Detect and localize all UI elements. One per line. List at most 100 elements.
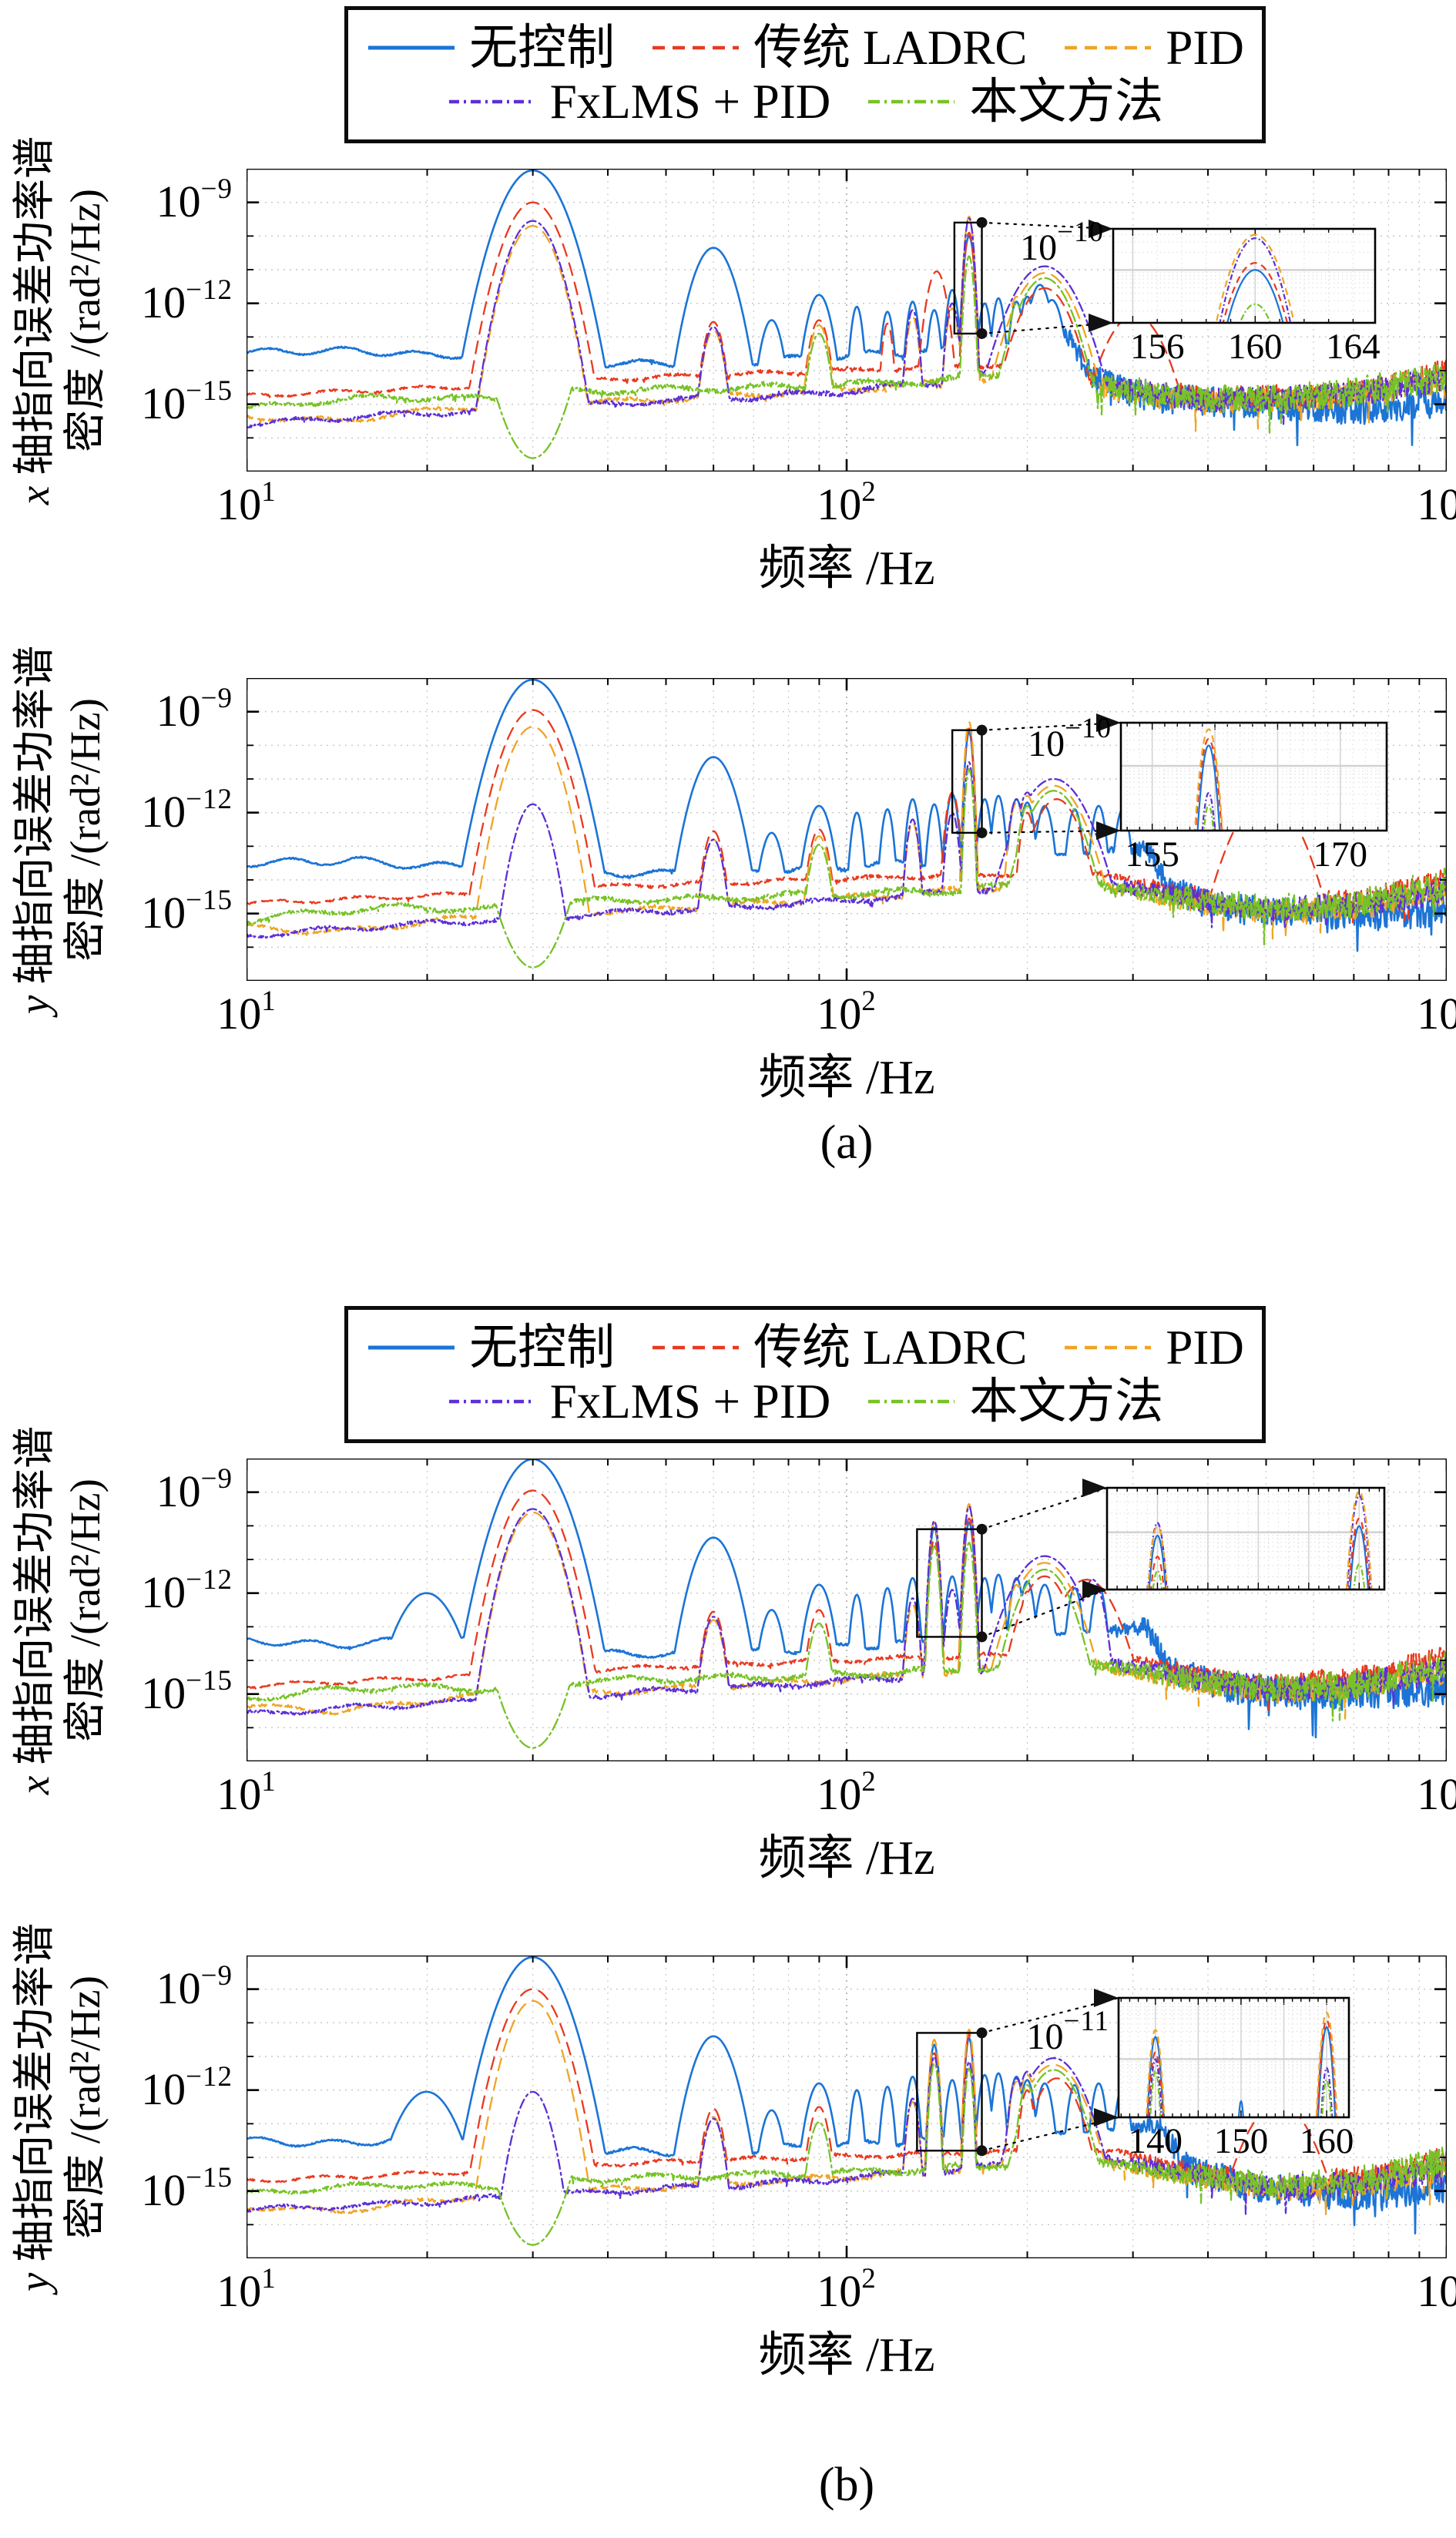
curves <box>247 169 1447 459</box>
series-green <box>247 2062 1447 2246</box>
caption-b: (b) <box>818 2459 875 2511</box>
series-green <box>247 767 1447 969</box>
panel-b-y: 10−9 10−12 10−15 101 102 103 140 150 160 10−11 频率 … <box>0 1922 1456 2433</box>
zoom-connectors <box>976 217 1115 339</box>
x-tick-label-1e3: 103 <box>1417 1769 1456 1819</box>
legend-line-sample-purple <box>448 99 535 104</box>
legend-label-red: 传统 LADRC <box>753 20 1028 75</box>
x-tick-label-1e1: 101 <box>216 1766 277 1819</box>
x-tick-label-1e2: 102 <box>817 2263 877 2316</box>
inset-curves <box>1215 233 1296 323</box>
y-tick-label-1e-12: 10−12 <box>141 783 233 837</box>
inset-series-red <box>1222 262 1289 323</box>
x-axis-label: 频率 /Hz <box>758 542 935 595</box>
y-tick-label-1e-12: 10−12 <box>141 1563 233 1617</box>
zoom-source-box <box>916 1528 983 1638</box>
inset-border <box>1117 1996 1350 2119</box>
curves <box>247 1956 1447 2246</box>
inset-series-blue <box>1148 1525 1370 1590</box>
x-axis-label: 频率 /Hz <box>758 1052 935 1104</box>
inset-x-tick-label-155: 155 <box>1125 834 1179 875</box>
connector-arrow-top <box>1096 713 1121 732</box>
legend-item-purple: FxLMS + PID <box>447 1375 831 1428</box>
inset-series-blue <box>1146 2026 1337 2117</box>
x-tick-label-1e1: 101 <box>216 476 277 529</box>
legend-row-0: 无控制 传统 LADRC PID <box>348 22 1262 73</box>
legend-line-sample-green <box>868 99 955 104</box>
inset-border <box>1112 227 1377 324</box>
legend-line-sample-green <box>868 1399 955 1404</box>
panel-a-y: 10−9 10−12 10−15 101 102 103 155 170 10−10 频率 /Hz… <box>0 645 1456 1156</box>
inset-x-tick-label-156: 156 <box>1129 327 1185 367</box>
legend-line-sample-purple <box>448 1399 535 1404</box>
connector-arrow-top <box>1094 1989 1119 2007</box>
legend-label-blue: 无控制 <box>469 20 616 75</box>
y-tick-label-1e-9: 10−9 <box>156 1462 233 1516</box>
inset-curves <box>1146 1490 1373 1590</box>
connector-arrow-top <box>1082 1479 1107 1497</box>
x-axis-label: 频率 /Hz <box>758 2329 935 2382</box>
x-tick-label-1e3: 103 <box>1417 479 1456 529</box>
x-tick-label-1e2: 102 <box>817 1766 877 1819</box>
legend-label-purple: FxLMS + PID <box>549 75 831 129</box>
inset-series-purple <box>1147 1495 1372 1590</box>
connector-dot-top <box>976 217 988 228</box>
y-axis-label: y 轴指向误差功率谱 密度 /(rad²/Hz) <box>11 645 109 1014</box>
inset-x-tick-label-140: 140 <box>1128 2121 1183 2161</box>
x-axis-label: 频率 /Hz <box>758 1832 935 1885</box>
connector-top <box>981 1486 1109 1530</box>
connector-dot-top <box>976 1523 988 1535</box>
x-tick-label-1e2: 102 <box>817 476 877 529</box>
inset-b-y <box>1117 1996 1350 2119</box>
connector-bottom <box>981 2116 1120 2152</box>
axis-ticks <box>247 678 1447 981</box>
legend-item-red: 传统 LADRC <box>650 1322 1027 1373</box>
inset-border <box>1105 1486 1386 1591</box>
legend-item-green: 本文方法 <box>866 76 1163 127</box>
connector-arrow-bottom <box>1096 821 1121 840</box>
connector-bottom <box>981 321 1115 335</box>
legend-a: 无控制 传统 LADRC PID FxLMS + PID 本文方法 <box>344 6 1266 143</box>
connector-dot-bottom <box>976 2145 988 2157</box>
y-tick-label-1e-12: 10−12 <box>141 274 233 327</box>
x-tick-label-1e1: 101 <box>216 985 277 1039</box>
connector-top <box>981 221 1115 230</box>
x-tick-label-1e3: 103 <box>1417 2266 1456 2316</box>
plot-area-b-y <box>247 1956 1447 2258</box>
plot-area-b-x <box>247 1459 1447 1761</box>
inset-x-tick-label-160: 160 <box>1228 327 1283 367</box>
inset-x-tick-label-170: 170 <box>1313 834 1368 875</box>
inset-series-purple <box>1219 237 1292 323</box>
inset-x-tick-label-164: 164 <box>1326 327 1381 367</box>
inset-y-label: 10−10 <box>1028 713 1112 764</box>
legend-item-red: 传统 LADRC <box>650 22 1027 73</box>
inset-x-tick-label-160: 160 <box>1299 2121 1354 2161</box>
inset-b-x <box>1105 1486 1386 1591</box>
zoom-source-box <box>951 729 983 834</box>
legend-label-purple: FxLMS + PID <box>549 1375 831 1428</box>
connector-arrow-top <box>1089 220 1113 238</box>
inset-grid <box>1121 723 1387 831</box>
connector-arrow-bottom <box>1094 2108 1119 2127</box>
legend-item-green: 本文方法 <box>866 1376 1163 1427</box>
connector-dot-top <box>976 724 988 736</box>
series-red <box>247 1988 1447 2204</box>
panel-a-x: 10−9 10−12 10−15 101 102 103 156 160 164 10−10 频率 … <box>0 136 1456 646</box>
series-orange <box>247 720 1447 940</box>
y-tick-label-1e-9: 10−9 <box>156 173 233 227</box>
legend-label-red: 传统 LADRC <box>753 1320 1028 1375</box>
legend-item-purple: FxLMS + PID <box>447 75 831 129</box>
legend-line-sample-red <box>653 45 740 50</box>
y-axis-label: y 轴指向误差功率谱 密度 /(rad²/Hz) <box>11 1922 109 2291</box>
y-tick-label-1e-12: 10−12 <box>141 2060 233 2114</box>
legend-row-0: 无控制 传统 LADRC PID <box>348 1322 1262 1373</box>
legend-line-sample-orange <box>1065 45 1152 50</box>
y-tick-label-1e-15: 10−15 <box>141 884 233 938</box>
connector-arrow-bottom <box>1089 314 1113 332</box>
x-tick-label-1e2: 102 <box>817 985 877 1039</box>
inset-series-green <box>1152 1563 1366 1590</box>
legend-label-orange: PID <box>1166 1320 1244 1375</box>
legend-line-sample-orange <box>1065 1345 1152 1350</box>
inset-x-tick-label-150: 150 <box>1213 2121 1269 2161</box>
plot-area-a-x <box>247 169 1447 472</box>
